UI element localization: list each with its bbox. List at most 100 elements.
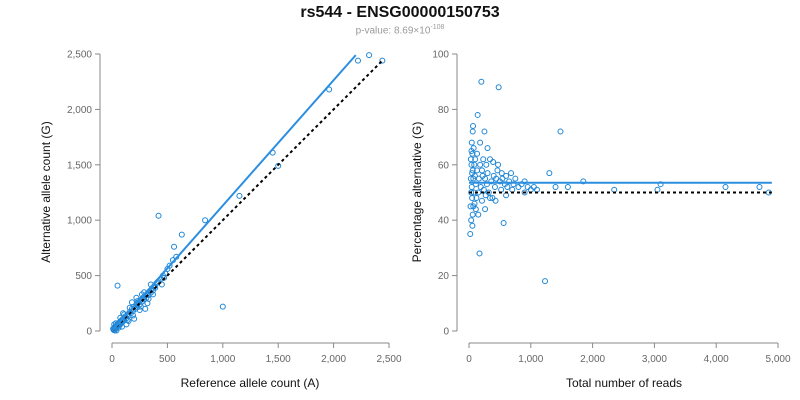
data-point xyxy=(130,312,137,319)
data-point xyxy=(137,303,144,310)
data-point xyxy=(488,178,495,185)
data-point xyxy=(508,170,515,177)
data-point xyxy=(467,156,474,163)
data-point xyxy=(472,156,479,163)
data-point xyxy=(476,250,483,257)
data-point xyxy=(354,57,361,64)
data-point xyxy=(468,189,475,196)
data-point xyxy=(533,186,540,193)
data-point xyxy=(468,183,475,190)
y-tick-label: 60 xyxy=(438,160,450,171)
x-tick-label: 2,500 xyxy=(376,354,401,365)
data-point xyxy=(495,161,502,168)
data-point xyxy=(178,231,185,238)
data-point xyxy=(509,186,516,193)
y-tick-label: 2,500 xyxy=(67,50,92,61)
x-tick-label: 500 xyxy=(159,354,176,365)
data-point xyxy=(480,156,487,163)
data-point xyxy=(475,175,482,182)
data-point xyxy=(499,175,506,182)
data-point xyxy=(469,167,476,174)
data-point xyxy=(498,186,505,193)
y-tick-label: 20 xyxy=(438,271,450,282)
data-point xyxy=(131,315,138,322)
data-point xyxy=(471,172,478,179)
x-tick-label: 3,000 xyxy=(642,354,667,365)
data-point xyxy=(136,306,143,313)
data-point xyxy=(202,217,209,224)
data-point xyxy=(471,161,478,168)
data-point xyxy=(472,206,479,213)
chart-subtitle: p-value: 8.69×10-108 xyxy=(0,24,800,36)
data-point xyxy=(469,222,476,229)
y-tick-label: 40 xyxy=(438,216,450,227)
data-point xyxy=(485,189,492,196)
data-point xyxy=(510,181,517,188)
data-point xyxy=(521,189,528,196)
data-point xyxy=(171,243,178,250)
data-point xyxy=(467,203,474,210)
data-point xyxy=(128,299,135,306)
data-point xyxy=(487,156,494,163)
x-tick-label: 5,000 xyxy=(765,354,790,365)
x-tick-label: 1,500 xyxy=(266,354,291,365)
data-point xyxy=(482,175,489,182)
data-point xyxy=(530,183,537,190)
data-point xyxy=(500,219,507,226)
x-tick-label: 1,000 xyxy=(518,354,543,365)
data-point xyxy=(468,139,475,146)
reference-line xyxy=(111,58,385,332)
data-point xyxy=(480,186,487,193)
data-point xyxy=(495,84,502,91)
data-point xyxy=(366,52,373,59)
data-point xyxy=(521,178,528,185)
data-point xyxy=(654,186,661,193)
y-tick-label: 0 xyxy=(443,327,449,338)
data-point xyxy=(474,111,481,118)
data-point xyxy=(478,78,485,85)
data-point xyxy=(475,211,482,218)
chart-title: rs544 - ENSG00000150753 xyxy=(300,4,500,21)
data-point xyxy=(155,212,162,219)
data-point xyxy=(473,195,480,202)
data-point xyxy=(467,175,474,182)
fit-line xyxy=(111,54,357,332)
data-point xyxy=(482,206,489,213)
data-point xyxy=(483,161,490,168)
data-point xyxy=(527,186,534,193)
data-point xyxy=(149,291,156,298)
data-point xyxy=(468,161,475,168)
y-tick-label: 80 xyxy=(438,105,450,116)
data-point xyxy=(120,310,127,317)
y-axis-label: Percentage alternative (G) xyxy=(410,122,424,263)
y-tick-label: 1,500 xyxy=(67,160,92,171)
x-axis-label: Reference allele count (A) xyxy=(181,376,320,390)
data-point xyxy=(504,183,511,190)
data-point xyxy=(379,57,386,64)
data-point xyxy=(494,167,501,174)
data-point xyxy=(470,123,477,130)
data-point xyxy=(557,128,564,135)
data-point xyxy=(490,159,497,166)
data-point xyxy=(124,316,131,323)
data-point xyxy=(484,170,491,177)
y-tick-label: 1,000 xyxy=(67,216,92,227)
data-point xyxy=(493,175,500,182)
data-point xyxy=(477,161,484,168)
data-point xyxy=(484,145,491,152)
x-tick-label: 1,000 xyxy=(210,354,235,365)
data-point xyxy=(498,170,505,177)
data-point xyxy=(491,183,498,190)
data-point xyxy=(487,195,494,202)
data-point xyxy=(474,150,481,157)
data-point xyxy=(552,183,559,190)
data-point xyxy=(483,181,490,188)
data-point xyxy=(580,178,587,185)
data-point xyxy=(524,183,531,190)
data-point xyxy=(477,183,484,190)
data-point xyxy=(492,197,499,204)
data-point xyxy=(236,192,243,199)
data-point xyxy=(722,183,729,190)
data-point xyxy=(468,217,475,224)
